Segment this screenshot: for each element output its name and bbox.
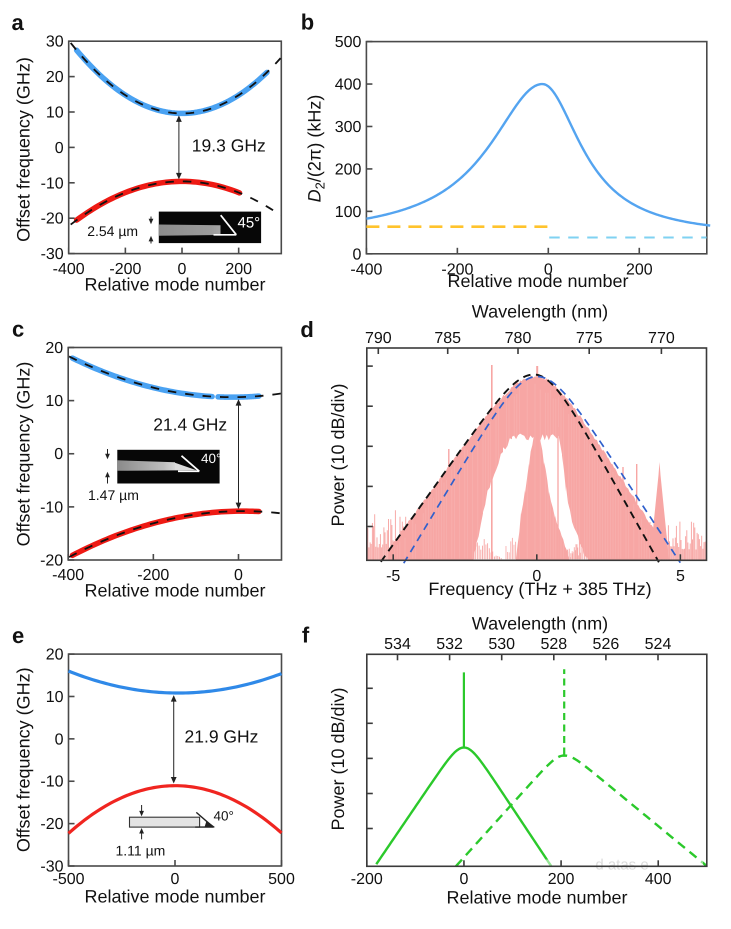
svg-text:-10: -10 [40, 774, 63, 791]
svg-text:0: 0 [459, 871, 468, 888]
svg-text:530: 530 [488, 636, 515, 653]
svg-text:524: 524 [645, 636, 672, 653]
svg-text:Offset frequency (GHz): Offset frequency (GHz) [14, 57, 34, 242]
svg-text:0: 0 [178, 261, 187, 278]
svg-text:5: 5 [676, 568, 685, 585]
svg-text:0: 0 [55, 731, 64, 748]
svg-text:0: 0 [171, 871, 180, 888]
svg-text:200: 200 [335, 161, 362, 178]
svg-text:-200: -200 [137, 567, 169, 584]
svg-text:10: 10 [45, 393, 63, 410]
svg-text:300: 300 [335, 119, 362, 136]
svg-text:-200: -200 [441, 261, 473, 278]
svg-text:Relative mode number: Relative mode number [447, 271, 628, 291]
svg-text:Relative mode number: Relative mode number [84, 887, 265, 907]
svg-text:-10: -10 [40, 499, 63, 516]
svg-text:c: c [12, 316, 24, 341]
svg-text:20: 20 [45, 340, 63, 357]
svg-text:Frequency (THz + 385 THz): Frequency (THz + 385 THz) [428, 579, 651, 599]
svg-text:0: 0 [352, 246, 361, 263]
svg-text:-20: -20 [40, 816, 63, 833]
svg-text:Power (10 dB/div): Power (10 dB/div) [328, 687, 348, 830]
svg-text:d: d [300, 317, 313, 342]
svg-text:200: 200 [626, 261, 653, 278]
svg-text:0: 0 [55, 140, 64, 157]
svg-text:-10: -10 [41, 175, 64, 192]
svg-text:0: 0 [544, 261, 553, 278]
svg-text:45°: 45° [238, 214, 261, 231]
svg-text:200: 200 [548, 871, 575, 888]
svg-text:10: 10 [46, 105, 64, 122]
svg-text:20: 20 [46, 647, 64, 664]
svg-text:500: 500 [268, 871, 295, 888]
svg-text:500: 500 [335, 34, 362, 51]
svg-text:-500: -500 [52, 871, 84, 888]
svg-text:400: 400 [645, 871, 672, 888]
svg-text:528: 528 [540, 636, 567, 653]
svg-text:D2/(2π) (kHz): D2/(2π) (kHz) [305, 95, 328, 203]
svg-text:200: 200 [225, 261, 252, 278]
svg-text:-400: -400 [350, 261, 382, 278]
svg-text:40°: 40° [201, 451, 221, 466]
svg-text:20: 20 [46, 69, 64, 86]
svg-text:2.54 µm: 2.54 µm [87, 223, 138, 239]
svg-text:21.9 GHz: 21.9 GHz [185, 727, 259, 747]
svg-text:Relative mode number: Relative mode number [84, 581, 265, 601]
svg-text:-200: -200 [109, 261, 141, 278]
svg-text:30: 30 [46, 34, 64, 51]
svg-text:-20: -20 [40, 553, 63, 570]
svg-text:Relative mode number: Relative mode number [84, 275, 265, 295]
svg-text:-5: -5 [386, 568, 400, 585]
svg-text:100: 100 [335, 204, 362, 221]
svg-text:b: b [301, 10, 314, 35]
svg-text:534: 534 [384, 636, 411, 653]
svg-text:-30: -30 [40, 859, 63, 876]
svg-text:400: 400 [335, 77, 362, 94]
svg-text:775: 775 [576, 330, 603, 347]
svg-text:d atas e: d atas e [595, 857, 648, 874]
svg-text:0: 0 [234, 567, 243, 584]
svg-text:770: 770 [648, 330, 675, 347]
svg-text:f: f [302, 623, 310, 648]
svg-text:526: 526 [593, 636, 620, 653]
svg-text:790: 790 [365, 330, 392, 347]
svg-text:a: a [12, 10, 25, 35]
svg-text:-400: -400 [52, 567, 84, 584]
svg-text:-20: -20 [41, 211, 64, 228]
svg-text:-400: -400 [53, 261, 85, 278]
svg-text:1.47 µm: 1.47 µm [88, 487, 139, 503]
svg-text:Relative mode number: Relative mode number [446, 888, 627, 908]
svg-text:Wavelength (nm): Wavelength (nm) [472, 614, 608, 634]
svg-text:Offset frequency (GHz): Offset frequency (GHz) [14, 667, 34, 852]
svg-text:780: 780 [505, 330, 532, 347]
svg-text:19.3 GHz: 19.3 GHz [192, 136, 266, 156]
svg-text:40°: 40° [214, 808, 234, 823]
svg-text:-30: -30 [41, 246, 64, 263]
svg-text:532: 532 [436, 636, 463, 653]
svg-text:21.4 GHz: 21.4 GHz [153, 415, 227, 435]
svg-text:Power (10 dB/div): Power (10 dB/div) [328, 383, 348, 526]
svg-text:Wavelength (nm): Wavelength (nm) [472, 302, 608, 322]
svg-text:0: 0 [54, 446, 63, 463]
svg-text:785: 785 [434, 330, 461, 347]
svg-text:e: e [12, 623, 24, 648]
svg-text:Offset frequency (GHz): Offset frequency (GHz) [14, 362, 34, 547]
svg-text:10: 10 [46, 689, 64, 706]
svg-text:0: 0 [532, 568, 541, 585]
svg-text:-200: -200 [351, 871, 383, 888]
svg-text:1.11 µm: 1.11 µm [116, 842, 166, 858]
